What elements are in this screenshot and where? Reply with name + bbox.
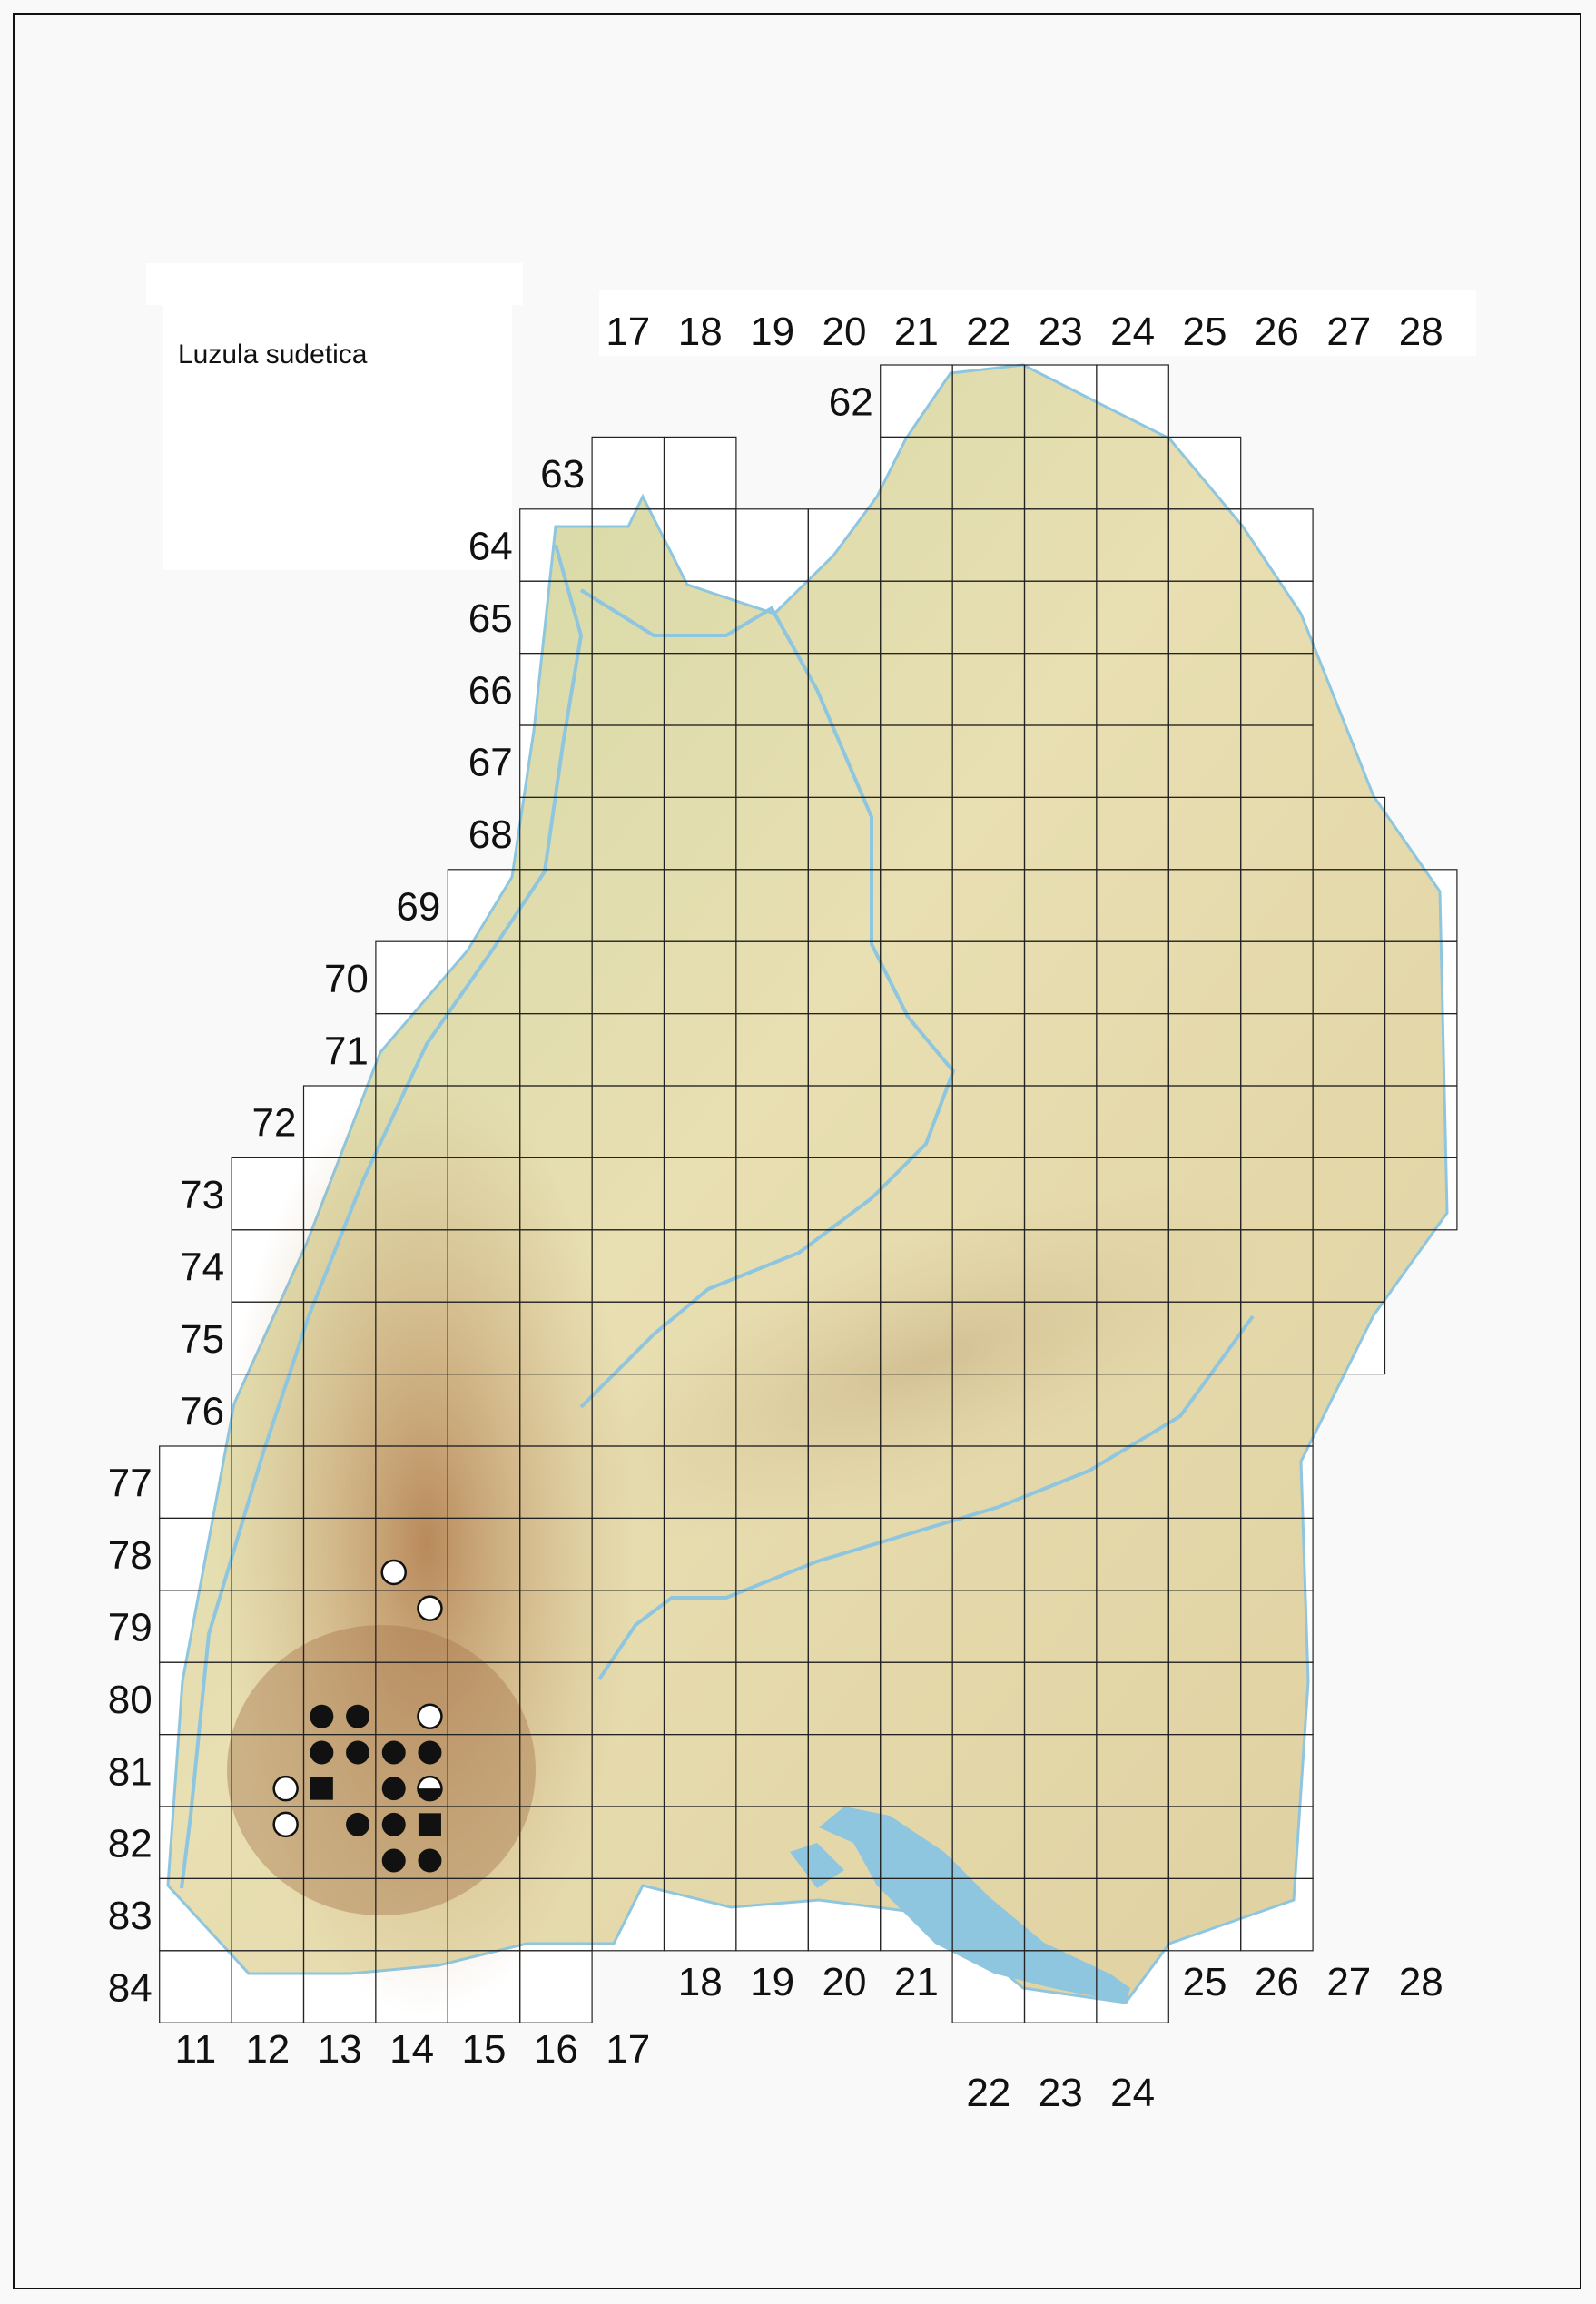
swabian-alb-relief [565,1185,1287,1539]
open-circle-symbol [417,1703,443,1729]
column-label: 16 [534,2027,578,2072]
filled-circle-symbol [310,1740,334,1765]
grid-lines [159,364,1458,2023]
filled-square-symbol [310,1777,333,1800]
grid-cell [1240,1877,1314,1952]
row-label: 72 [252,1101,297,1146]
column-label: 23 [1039,310,1083,354]
grid-cell [1312,1301,1386,1375]
row-label: 75 [180,1317,224,1362]
open-circle-symbol [380,1559,407,1586]
column-label: 27 [1326,310,1371,354]
row-label: 79 [108,1606,153,1650]
column-label: 28 [1399,1960,1443,2004]
filled-circle-symbol [418,1848,442,1873]
column-label: 22 [966,310,1010,354]
column-label: 12 [245,2027,290,2072]
half-circle-symbol [417,1775,443,1802]
row-label: 63 [540,452,585,497]
row-label: 81 [108,1749,153,1794]
column-label: 19 [750,310,794,354]
grid-cell [1096,1950,1169,2023]
grid-cell [1384,1157,1458,1231]
top-label-strip [599,290,1476,356]
column-label: 21 [894,1960,939,2004]
column-label: 21 [894,310,939,354]
column-label: 18 [678,1960,723,2004]
column-label: 26 [1255,1960,1299,2004]
half-circle-fill [418,1788,442,1801]
filled-circle-symbol [381,1777,406,1801]
lake-ueberlingen [790,1843,844,1888]
filled-circle-symbol [346,1812,370,1836]
row-label: 73 [180,1173,224,1217]
column-label: 13 [318,2027,362,2072]
row-label: 74 [180,1246,224,1290]
filled-square-symbol [418,1813,441,1836]
row-label: 84 [108,1966,153,2011]
column-label: 25 [1183,1960,1227,2004]
open-circle-symbol [272,1775,299,1802]
open-circle-symbol [272,1811,299,1838]
row-label: 80 [108,1678,153,1722]
row-label: 64 [468,525,513,569]
river-rhine [180,544,584,1889]
row-label: 71 [324,1029,369,1073]
column-label: 23 [1039,2071,1083,2115]
row-labels: 62 63 64 65 66 67 68 69 70 71 72 73 74 75 76 77 78 79 80 81… [108,380,873,2011]
column-label: 27 [1326,1960,1371,2004]
column-label: 17 [606,2027,650,2072]
row-label: 62 [829,380,873,425]
filled-circle-symbol [381,1848,406,1873]
column-label: 19 [750,1960,794,2004]
column-label: 20 [823,310,867,354]
column-label: 15 [462,2027,507,2072]
row-label: 82 [108,1822,153,1866]
column-label: 17 [606,310,650,354]
filled-circle-symbol [418,1740,442,1765]
column-label: 18 [678,310,723,354]
row-label: 65 [468,596,513,641]
row-label: 78 [108,1533,153,1578]
filled-circle-symbol [346,1740,370,1765]
row-label: 66 [468,668,513,713]
row-label: 76 [180,1389,224,1433]
southern-black-forest-relief [227,1625,536,1915]
filled-circle-symbol [310,1704,334,1728]
column-label: 25 [1183,310,1227,354]
filled-circle-symbol [381,1740,406,1765]
column-label: 24 [1110,310,1155,354]
row-label: 83 [108,1894,153,1938]
column-label: 28 [1399,310,1443,354]
column-label: 11 [175,2027,217,2072]
row-label: 69 [396,885,440,930]
map-frame [13,13,1581,2289]
row-label: 67 [468,741,513,785]
column-label: 26 [1255,310,1299,354]
row-label: 70 [324,957,369,1001]
record-symbols [272,1559,443,1873]
legend-box [163,303,512,570]
lake-constance [819,1807,1130,2003]
column-label: 20 [823,1960,867,2004]
filled-circle-symbol [381,1812,406,1836]
row-label: 68 [468,812,513,857]
open-circle-symbol [417,1595,443,1621]
filled-circle-symbol [346,1704,370,1728]
column-label: 24 [1110,2071,1155,2115]
column-labels: 17 18 19 20 21 22 23 24 25 26 27 28 11 12 13 14 15 16 17 18… [175,310,1443,2115]
column-label: 22 [966,2071,1010,2115]
column-label: 14 [389,2027,434,2072]
grid-cell [519,1950,593,2023]
river-neckar [579,588,956,1409]
species-title: Luzula sudetica [178,340,368,369]
legend-box-top [146,263,523,305]
river-danube [597,1314,1255,1681]
row-label: 77 [108,1462,153,1506]
